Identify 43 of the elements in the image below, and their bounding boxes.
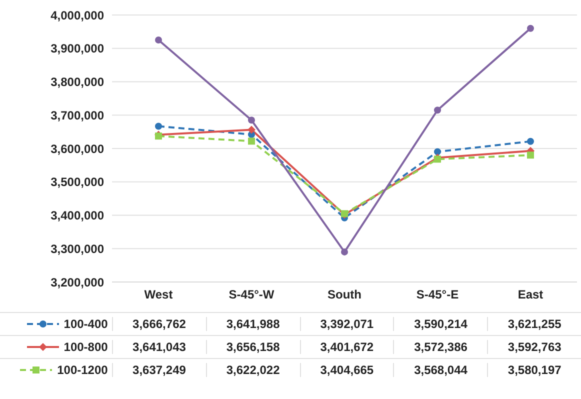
y-tick-label: 3,900,000 xyxy=(50,42,104,56)
x-tick-label: East xyxy=(518,288,544,302)
data-label: 3,592,763 xyxy=(487,340,581,354)
point xyxy=(155,36,162,44)
y-tick-label: 3,700,000 xyxy=(50,108,104,122)
data-label: 3,641,043 xyxy=(112,340,206,354)
y-tick-label: 4,000,000 xyxy=(50,8,104,22)
point xyxy=(527,138,534,145)
y-tick-label: 3,600,000 xyxy=(50,142,104,156)
data-label: 3,590,214 xyxy=(393,317,488,331)
y-tick-label: 3,400,000 xyxy=(50,208,104,223)
x-tick-label: S-45°-E xyxy=(416,288,459,302)
point xyxy=(527,152,534,159)
data-label: 3,392,071 xyxy=(300,317,394,331)
data-label: 3,404,665 xyxy=(300,363,394,377)
data-label: 3,666,762 xyxy=(112,317,206,331)
point xyxy=(341,248,348,256)
y-tick-label: 3,200,000 xyxy=(50,275,104,290)
y-tick-label: 3,300,000 xyxy=(50,242,104,256)
legend-label: 100-400 xyxy=(64,317,108,331)
x-tick-label: West xyxy=(144,288,173,302)
point xyxy=(434,148,441,156)
point xyxy=(155,122,162,130)
point xyxy=(527,24,534,32)
data-label: 3,568,044 xyxy=(393,363,488,377)
point xyxy=(248,116,255,124)
data-label: 3,641,988 xyxy=(206,317,300,331)
data-label: 3,401,672 xyxy=(300,340,394,354)
data-label: 3,580,197 xyxy=(487,363,581,377)
point xyxy=(248,126,256,134)
data-label: 3,637,249 xyxy=(112,363,206,377)
data-label: 3,622,022 xyxy=(206,363,300,377)
y-tick-label: 3,500,000 xyxy=(50,175,104,190)
data-label: 3,572,386 xyxy=(393,340,488,354)
point xyxy=(248,138,255,145)
y-tick-label: 3,800,000 xyxy=(50,75,104,90)
legend-label: 100-1200 xyxy=(57,363,108,377)
data-label: 3,621,255 xyxy=(487,317,581,331)
x-tick-label: South xyxy=(328,288,362,302)
data-label: 3,656,158 xyxy=(206,340,300,354)
legend-label: 100-800 xyxy=(64,340,108,354)
point xyxy=(434,106,441,114)
x-tick-label: S-45°-W xyxy=(228,288,275,302)
